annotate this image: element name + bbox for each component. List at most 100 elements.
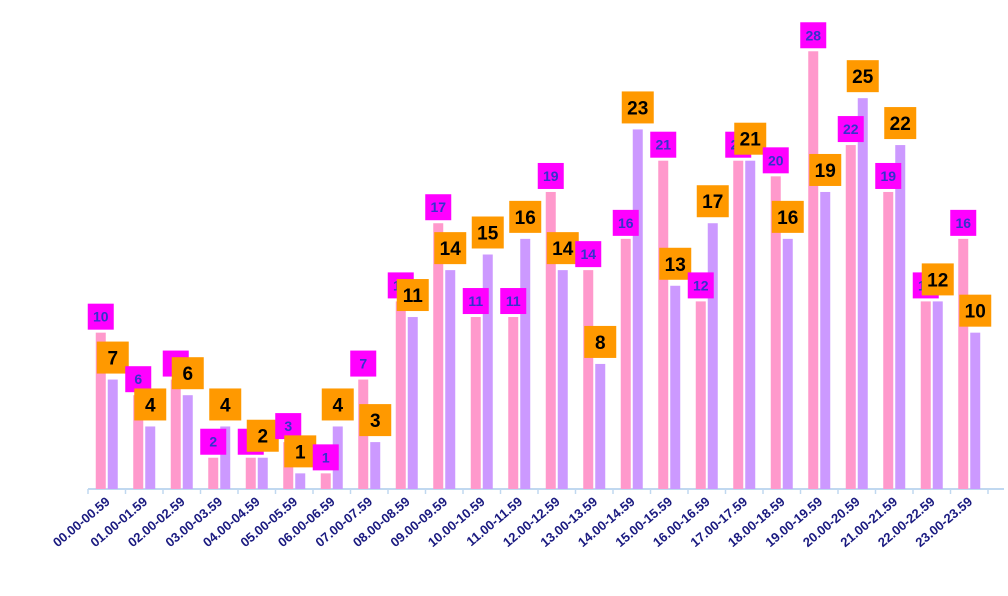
bar-series-1 bbox=[395, 301, 406, 489]
data-label-box-series-2 bbox=[696, 185, 729, 218]
bar-series-2 bbox=[295, 473, 306, 489]
data-label-box-series-2 bbox=[321, 388, 354, 421]
data-label-box-series-2 bbox=[396, 279, 429, 312]
data-label-box-series-2 bbox=[884, 107, 917, 140]
data-label-box-series-1 bbox=[125, 366, 152, 393]
data-label-box-series-2 bbox=[809, 153, 842, 186]
bar-series-2 bbox=[932, 301, 943, 489]
bar-series-2 bbox=[145, 426, 156, 489]
bar-series-1 bbox=[320, 473, 331, 489]
bar-series-1 bbox=[433, 223, 444, 489]
data-label-series-1: 11 bbox=[468, 293, 483, 309]
data-label-series-1: 28 bbox=[805, 27, 821, 43]
bar-series-1 bbox=[920, 301, 931, 489]
data-label-series-1: 19 bbox=[543, 168, 559, 184]
bar-series-1 bbox=[733, 160, 744, 489]
data-label-series-2: 1 bbox=[295, 442, 306, 463]
data-label-box-series-1 bbox=[537, 162, 564, 189]
data-label-series-2: 4 bbox=[220, 395, 231, 416]
bar-series-2 bbox=[370, 442, 381, 489]
data-label-series-1: 19 bbox=[880, 168, 896, 184]
data-label-box-series-2 bbox=[246, 419, 279, 452]
bar-series-2 bbox=[520, 238, 531, 489]
bar-series-2 bbox=[670, 285, 681, 489]
bar-series-1 bbox=[883, 191, 894, 489]
data-label-series-2: 22 bbox=[890, 114, 911, 135]
data-label-series-2: 6 bbox=[182, 364, 193, 385]
data-label-series-1: 14 bbox=[580, 246, 596, 262]
data-label-box-series-1 bbox=[200, 428, 227, 455]
data-label-box-series-2 bbox=[621, 91, 654, 124]
data-label-box-series-1 bbox=[575, 241, 602, 268]
bar-series-1 bbox=[245, 457, 256, 489]
data-label-box-series-2 bbox=[659, 247, 692, 280]
data-label-series-2: 12 bbox=[927, 270, 948, 291]
bar-series-2 bbox=[857, 98, 868, 490]
data-label-series-2: 4 bbox=[332, 395, 343, 416]
data-label-box-series-1 bbox=[875, 162, 902, 189]
bar-series-2 bbox=[445, 270, 456, 489]
data-label-series-1: 20 bbox=[768, 152, 784, 168]
data-label-box-series-2 bbox=[171, 357, 204, 390]
data-label-box-series-1 bbox=[612, 209, 639, 236]
bar-series-1 bbox=[470, 317, 481, 489]
data-label-box-series-2 bbox=[734, 122, 767, 155]
data-label-box-series-2 bbox=[846, 60, 879, 93]
data-label-series-2: 16 bbox=[777, 208, 798, 229]
data-label-box-series-1 bbox=[800, 22, 827, 49]
bar-series-2 bbox=[482, 254, 493, 489]
data-label-box-series-1 bbox=[687, 272, 714, 299]
bar-series-2 bbox=[407, 317, 418, 489]
data-label-series-2: 17 bbox=[702, 192, 723, 213]
bar-series-1 bbox=[695, 301, 706, 489]
bar-series-1 bbox=[620, 238, 631, 489]
data-label-series-2: 25 bbox=[852, 67, 874, 88]
data-label-box-series-2 bbox=[921, 263, 954, 296]
data-label-box-series-2 bbox=[284, 435, 317, 468]
bar-series-1 bbox=[808, 51, 819, 490]
data-label-series-1: 12 bbox=[693, 277, 709, 293]
data-label-series-2: 19 bbox=[815, 161, 836, 182]
data-label-box-series-2 bbox=[546, 232, 579, 265]
data-label-box-series-2 bbox=[359, 404, 392, 437]
data-label-box-series-1 bbox=[762, 147, 789, 174]
data-label-box-series-1 bbox=[650, 131, 677, 158]
data-label-box-series-2 bbox=[771, 200, 804, 233]
data-label-box-series-2 bbox=[134, 388, 167, 421]
bar-series-2 bbox=[895, 145, 906, 490]
bar-series-2 bbox=[707, 223, 718, 489]
data-label-series-2: 7 bbox=[107, 349, 118, 370]
bar-series-1 bbox=[95, 332, 106, 489]
data-label-box-series-1 bbox=[312, 444, 339, 471]
data-label-series-2: 3 bbox=[370, 411, 381, 432]
data-label-series-2: 15 bbox=[477, 224, 499, 245]
data-label-box-series-2 bbox=[471, 216, 504, 249]
data-label-series-2: 10 bbox=[965, 302, 986, 323]
data-label-series-1: 11 bbox=[506, 293, 521, 309]
data-label-series-1: 2 bbox=[209, 434, 217, 450]
data-label-box-series-1 bbox=[275, 413, 302, 440]
bar-series-2 bbox=[182, 395, 193, 489]
data-label-series-1: 17 bbox=[430, 199, 446, 215]
data-label-series-2: 8 bbox=[595, 333, 606, 354]
data-label-series-2: 14 bbox=[440, 239, 462, 260]
data-label-box-series-1 bbox=[425, 194, 452, 221]
data-label-series-1: 6 bbox=[134, 371, 142, 387]
bar-series-1 bbox=[170, 379, 181, 489]
bar-series-2 bbox=[782, 238, 793, 489]
bar-series-1 bbox=[508, 317, 519, 489]
bar-series-2 bbox=[557, 270, 568, 489]
data-label-series-2: 13 bbox=[665, 255, 686, 276]
bar-series-2 bbox=[220, 426, 231, 489]
bar-series-1 bbox=[545, 191, 556, 489]
data-label-box-series-1 bbox=[350, 350, 377, 377]
data-label-series-2: 16 bbox=[515, 208, 536, 229]
data-label-series-1: 1 bbox=[322, 449, 330, 465]
data-label-series-2: 4 bbox=[145, 395, 156, 416]
data-label-series-1: 7 bbox=[359, 356, 367, 372]
data-label-series-1: 21 bbox=[655, 137, 671, 153]
data-label-series-2: 14 bbox=[552, 239, 574, 260]
data-label-series-2: 23 bbox=[627, 98, 648, 119]
data-label-series-2: 2 bbox=[257, 427, 268, 448]
data-label-box-series-1 bbox=[837, 116, 864, 143]
